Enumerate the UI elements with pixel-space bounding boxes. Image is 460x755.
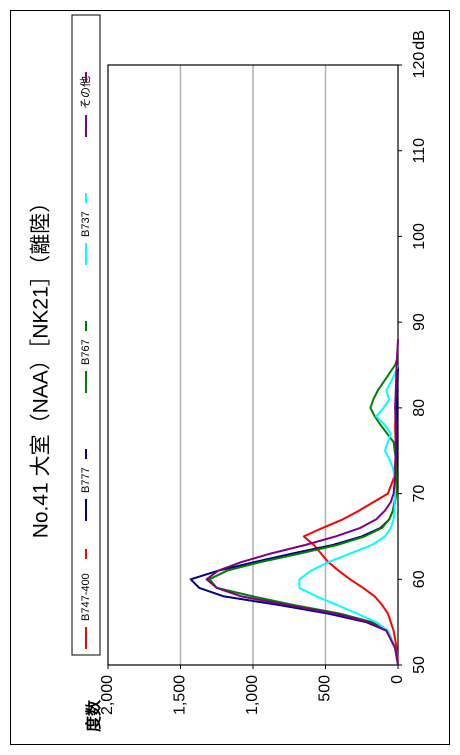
y-tick-label: 1,500 <box>172 675 189 715</box>
x-tick-labels: 50 60 70 80 90 100 110 120 <box>398 52 428 674</box>
legend-label: B737 <box>80 211 92 237</box>
chart-frame <box>10 10 450 745</box>
y-tick-labels: 0 500 1,000 1,500 2,000 <box>99 665 406 715</box>
y-tick-label: 1,000 <box>244 675 261 715</box>
series-line <box>205 339 399 666</box>
x-tick-label: 50 <box>411 656 428 674</box>
x-tick-label: 100 <box>411 223 428 250</box>
y-tick-label: 500 <box>317 675 334 702</box>
series-layer <box>189 339 399 666</box>
y-axis-label: 度数 <box>84 699 103 732</box>
legend-label: B777 <box>80 467 92 493</box>
x-tick-label: 80 <box>411 399 428 417</box>
chart-title: No.41 大室（NAA）［NK21］（離陸） <box>30 192 53 539</box>
series-line <box>298 364 399 666</box>
legend-label: B767 <box>80 339 92 365</box>
legend-label: B747-400 <box>80 573 92 621</box>
y-tick-label: 0 <box>389 675 406 684</box>
legend-label: その他 <box>79 76 92 109</box>
legend: B747-400 B777 B767 B737 その他 <box>71 14 101 656</box>
series-line <box>302 364 399 666</box>
x-tick-label: 60 <box>411 570 428 588</box>
x-axis-label: dB <box>411 30 428 50</box>
x-tick-label: 70 <box>411 485 428 503</box>
series-line <box>208 356 399 666</box>
x-tick-label: 110 <box>411 138 428 164</box>
y-tick-label: 2,000 <box>99 675 116 715</box>
x-tick-label: 90 <box>411 313 428 331</box>
x-tick-label: 120 <box>411 52 428 79</box>
